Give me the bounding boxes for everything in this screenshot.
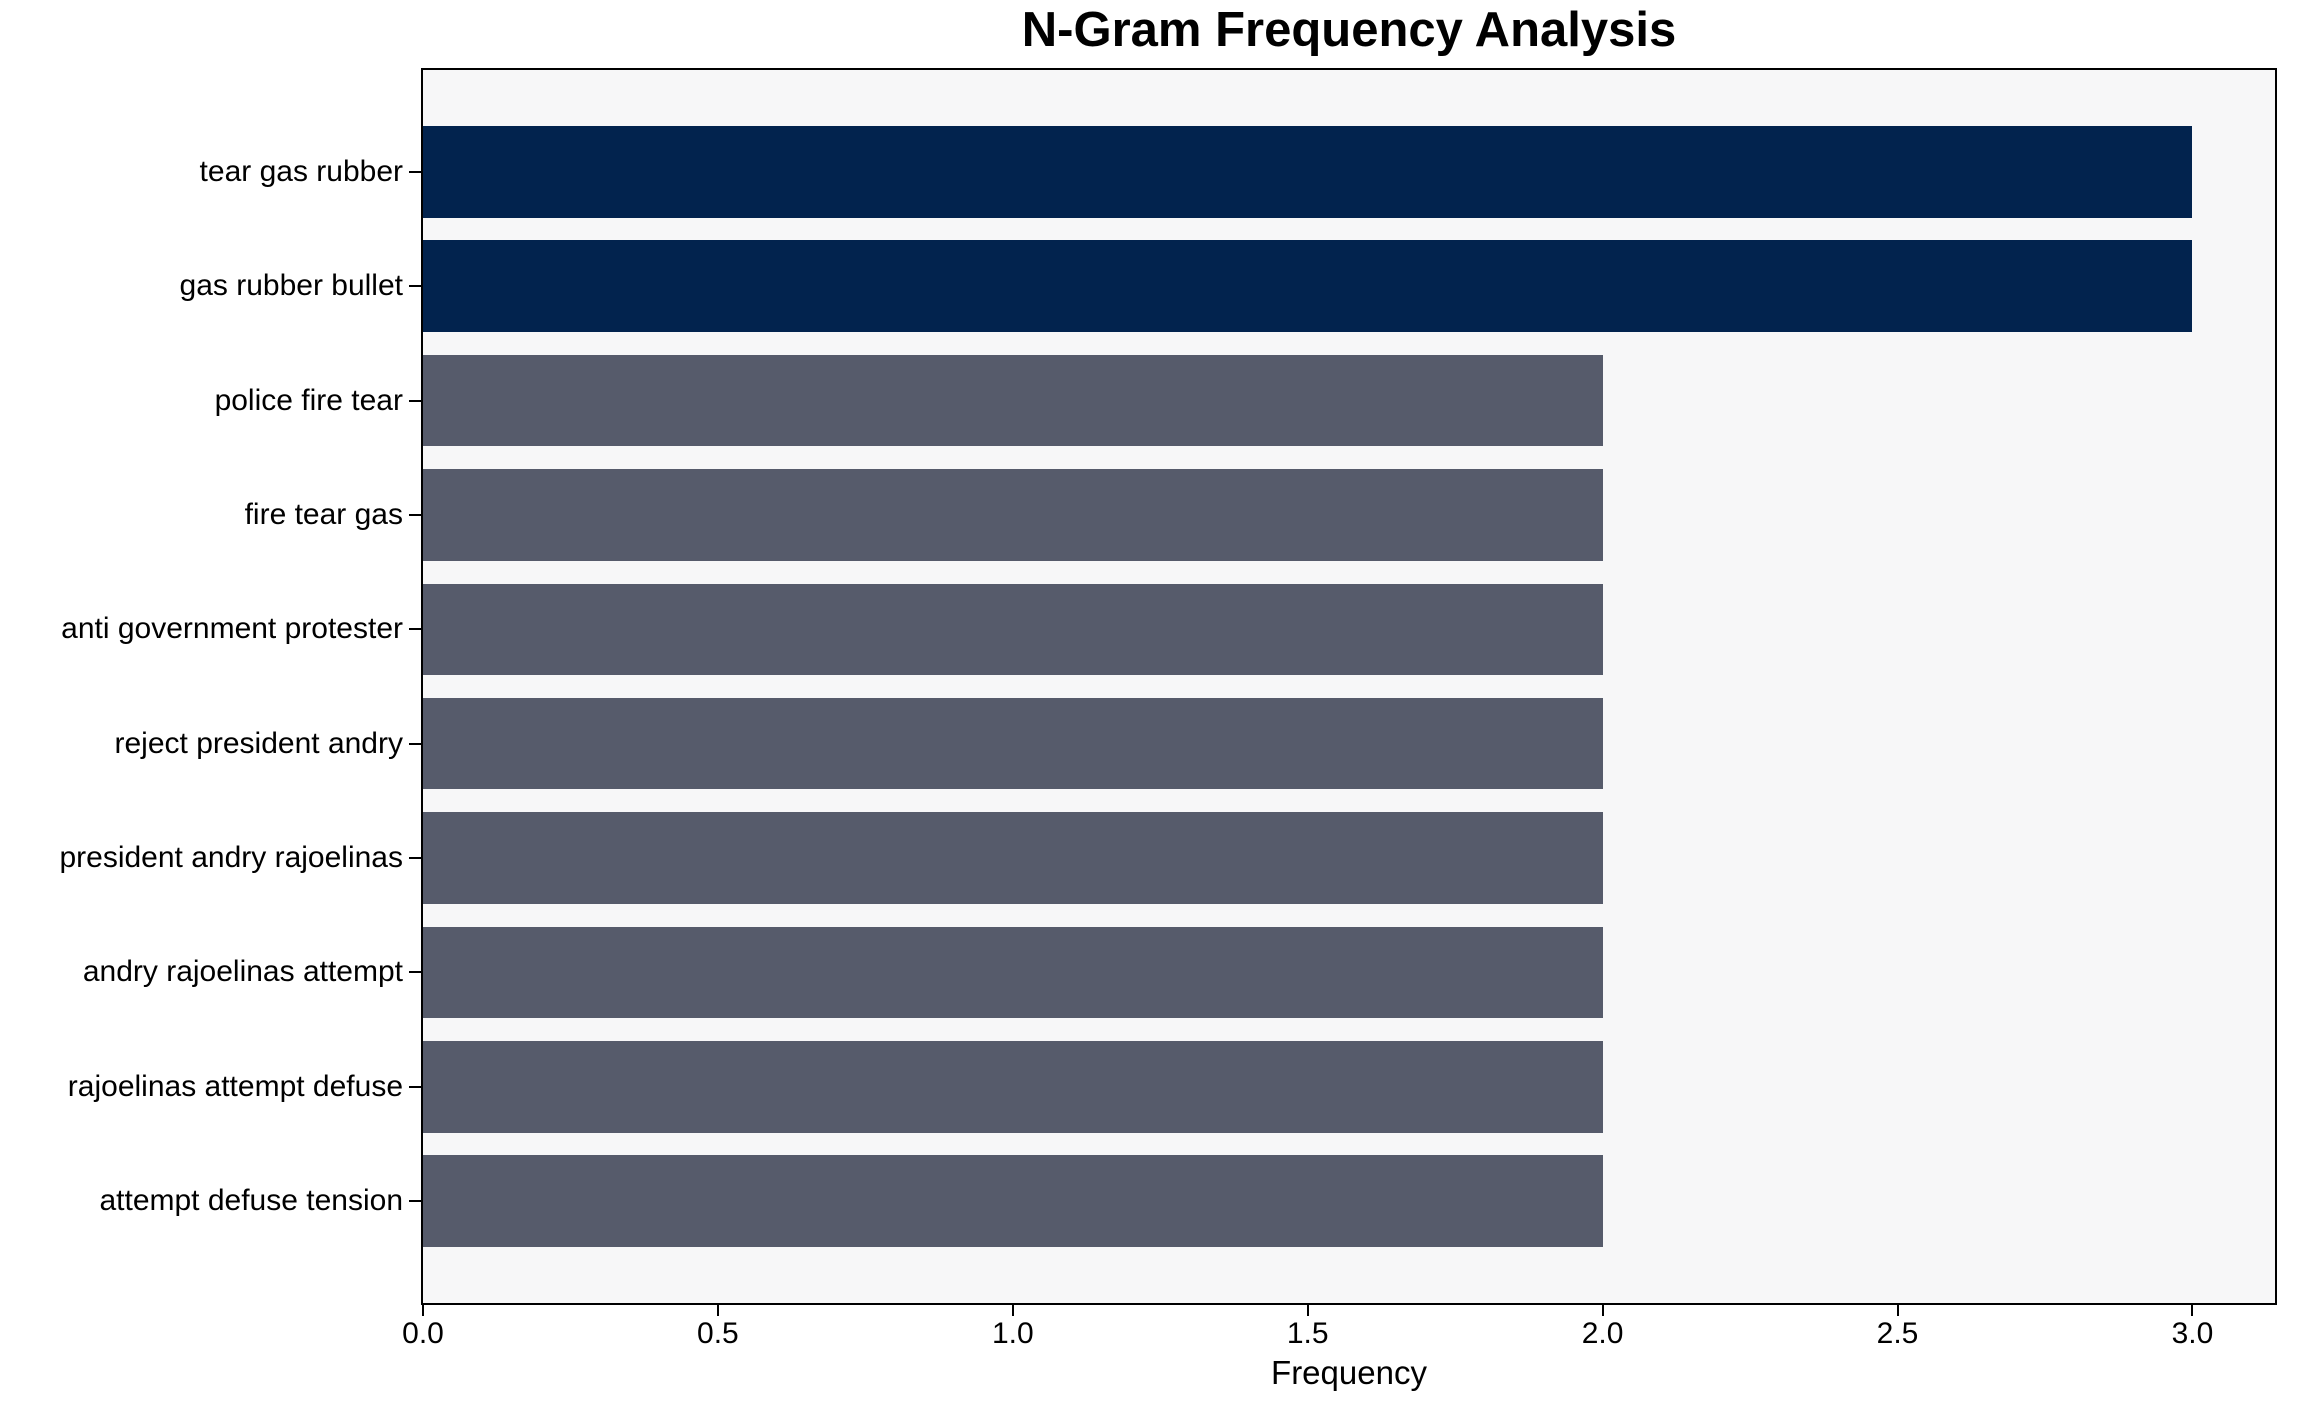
bar (423, 1041, 1603, 1133)
y-tick-label: president andry rajoelinas (59, 841, 403, 875)
y-tick-mark (409, 628, 421, 631)
x-tick-label: 0.0 (402, 1317, 444, 1350)
bar (423, 240, 2193, 332)
x-tick-mark (1306, 1305, 1309, 1316)
y-tick-mark (409, 513, 421, 516)
x-tick-mark (2191, 1305, 2194, 1316)
y-tick-label: tear gas rubber (199, 154, 403, 188)
chart-title: N-Gram Frequency Analysis (1021, 3, 1677, 57)
x-tick-mark (1601, 1305, 1604, 1316)
y-tick-label: rajoelinas attempt defuse (67, 1069, 403, 1103)
y-tick-label: anti government protester (61, 612, 403, 646)
bar (423, 126, 2193, 218)
plot-area (421, 68, 2277, 1305)
y-tick-label: reject president andry (114, 726, 404, 760)
bar (423, 354, 1603, 447)
x-tick-label: 2.5 (1876, 1317, 1919, 1350)
y-tick-mark (409, 170, 421, 173)
bar (423, 697, 1603, 790)
x-tick-label: 2.0 (1581, 1317, 1624, 1350)
y-tick-label: police fire tear (214, 383, 403, 417)
x-axis-label: Frequency (1271, 1354, 1427, 1391)
x-tick-mark (1896, 1305, 1899, 1316)
x-tick-label: 1.0 (991, 1317, 1034, 1350)
x-tick-label: 1.5 (1286, 1317, 1329, 1350)
x-tick-mark (1011, 1305, 1014, 1316)
y-tick-mark (409, 1085, 421, 1088)
y-tick-mark (409, 971, 421, 974)
x-tick-mark (716, 1305, 719, 1316)
bar (423, 812, 1603, 904)
y-tick-mark (409, 1200, 421, 1203)
bar (423, 469, 1603, 561)
x-tick-label: 0.5 (697, 1317, 739, 1350)
y-tick-mark (409, 399, 421, 402)
y-tick-label: gas rubber bullet (179, 269, 403, 303)
x-tick-mark (422, 1305, 424, 1316)
y-tick-mark (409, 285, 421, 288)
y-tick-label: fire tear gas (244, 497, 403, 531)
bar (423, 583, 1603, 676)
bar (423, 926, 1603, 1019)
y-tick-label: attempt defuse tension (99, 1184, 403, 1218)
y-tick-mark (409, 742, 421, 745)
bar (423, 1155, 1603, 1247)
y-tick-label: andry rajoelinas attempt (82, 955, 403, 989)
y-tick-mark (409, 857, 421, 860)
x-tick-label: 3.0 (2171, 1317, 2214, 1350)
